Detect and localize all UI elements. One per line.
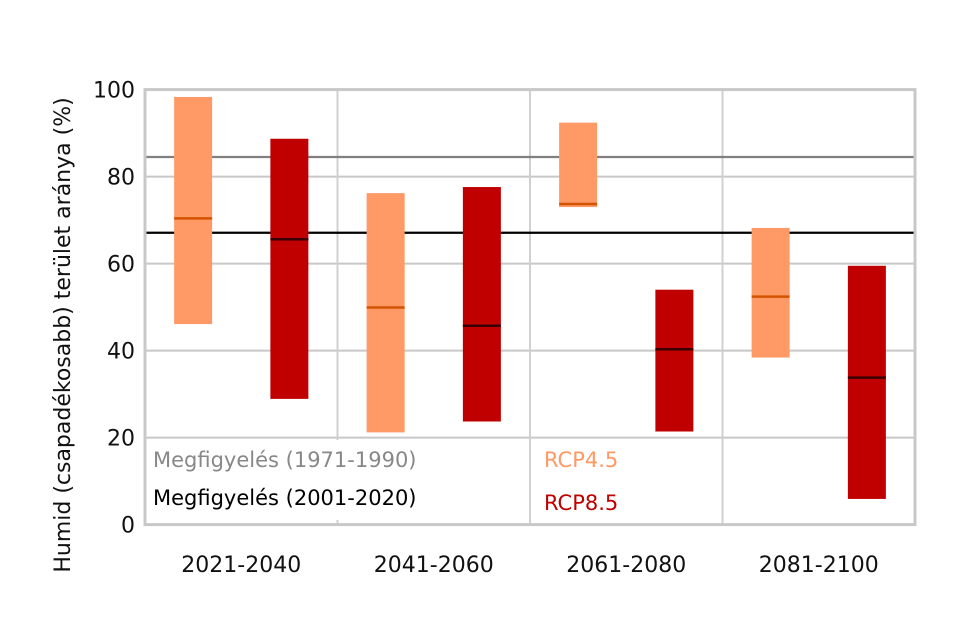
- x-tick-label: 2041-2060: [374, 553, 494, 578]
- y-tick-label: 100: [93, 79, 135, 104]
- x-tick-label: 2081-2100: [759, 553, 879, 578]
- legend-rcp45: RCP4.5: [544, 448, 618, 472]
- range-bar-rcp45: [366, 193, 405, 433]
- legend-ref-1971-1990: Megfigyelés (1971-1990): [153, 448, 417, 472]
- y-tick-label: 60: [107, 253, 135, 278]
- range-bar-rcp45: [751, 227, 790, 358]
- legend-background: [147, 440, 497, 520]
- x-tick-labels: 2021-2040 2041-2060 2061-2080 2081-2100: [181, 553, 878, 578]
- range-bar-rcp85: [847, 265, 886, 499]
- y-tick-label: 80: [107, 166, 135, 191]
- range-bar-rcp45: [174, 96, 213, 325]
- y-axis-label: Humid (csapadékosabb) terület aránya (%): [51, 97, 76, 572]
- x-tick-label: 2061-2080: [566, 553, 686, 578]
- range-bar-rcp85: [462, 187, 501, 422]
- range-bar-rcp45: [559, 122, 598, 208]
- bars: [174, 96, 886, 499]
- range-bar-rcp85: [655, 289, 694, 432]
- y-tick-label: 40: [107, 340, 135, 365]
- legend-rcp85: RCP8.5: [544, 491, 618, 515]
- legend-ref-2001-2020: Megfigyelés (2001-2020): [153, 486, 417, 510]
- x-tick-label: 2021-2040: [181, 553, 301, 578]
- y-tick-labels: 0 20 40 60 80 100: [93, 79, 135, 539]
- y-tick-label: 0: [121, 514, 135, 539]
- range-bar-rcp85: [270, 138, 309, 399]
- plot-frame: [143, 88, 917, 527]
- y-tick-label: 20: [107, 427, 135, 452]
